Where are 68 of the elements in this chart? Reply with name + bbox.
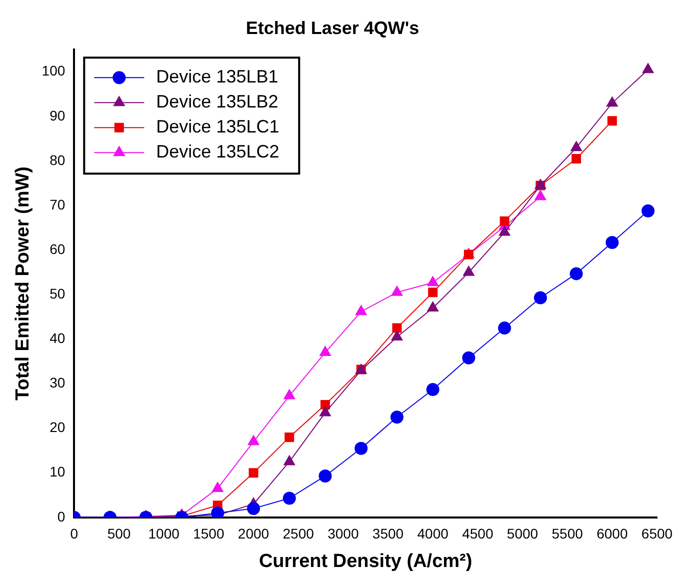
point	[498, 322, 512, 335]
point	[463, 266, 474, 276]
point	[212, 482, 224, 492]
legend-label: Device 135LC2	[156, 142, 280, 162]
y-tick-label: 60	[50, 240, 66, 257]
point	[426, 383, 440, 396]
x-tick-label: 6500	[641, 526, 673, 542]
point	[284, 455, 296, 466]
legend-label: Device 135LB1	[156, 66, 278, 87]
point	[606, 96, 618, 107]
y-tick-label: 0	[57, 508, 66, 524]
point	[284, 389, 296, 400]
point	[318, 469, 332, 482]
point	[462, 351, 476, 364]
point	[390, 410, 404, 424]
point	[354, 442, 368, 455]
y-tick-label: 40	[50, 330, 66, 346]
y-tick-label: 20	[50, 419, 66, 436]
point	[391, 286, 403, 296]
x-tick-label: 5000	[506, 526, 538, 542]
point	[320, 406, 331, 416]
point	[642, 63, 654, 74]
point	[607, 116, 617, 126]
legend-label: Device 135LB2	[156, 92, 278, 112]
point	[534, 190, 546, 200]
point	[391, 330, 403, 340]
x-tick-label: 4500	[462, 526, 494, 542]
x-tick-label: 3000	[328, 526, 359, 542]
point	[570, 267, 583, 280]
x-tick-label: 2000	[238, 526, 270, 542]
point	[284, 432, 294, 442]
y-tick-label: 90	[50, 107, 66, 124]
point	[570, 141, 582, 152]
point	[572, 154, 582, 164]
point	[246, 502, 260, 515]
point	[320, 346, 331, 356]
point	[498, 226, 510, 236]
x-tick-label: 1500	[193, 526, 224, 542]
point	[427, 302, 439, 312]
point	[642, 204, 655, 218]
point	[427, 276, 439, 286]
x-tick-label: 0	[70, 526, 78, 542]
x-tick-label: 5500	[552, 526, 584, 542]
x-tick-label: 3500	[372, 526, 404, 542]
y-axis-title: Total Emitted Power (mW)	[12, 166, 34, 400]
y-tick-label: 10	[50, 464, 66, 480]
x-tick-label: 6000	[596, 526, 628, 542]
point	[392, 323, 402, 333]
point	[606, 236, 619, 250]
point	[355, 305, 367, 316]
x-tick-label: 4000	[417, 526, 449, 542]
point	[248, 435, 260, 446]
x-axis-title: Current Density (A/cm²)	[258, 550, 472, 572]
y-tick-label: 50	[50, 285, 66, 302]
y-tick-label: 80	[50, 152, 66, 168]
point	[534, 291, 547, 304]
chart-title: Etched Laser 4QW's	[246, 18, 420, 38]
point	[428, 288, 438, 298]
legend-label: Device 135LC1	[156, 116, 280, 137]
y-tick-label: 100	[42, 62, 66, 79]
x-tick-label: 2500	[282, 526, 314, 542]
x-tick-label: 1000	[148, 526, 180, 542]
x-tick-label: 500	[107, 526, 131, 542]
point	[248, 468, 258, 478]
y-tick-label: 30	[50, 374, 66, 391]
point	[500, 216, 510, 226]
y-tick-label: 70	[50, 196, 66, 212]
point	[282, 492, 296, 505]
